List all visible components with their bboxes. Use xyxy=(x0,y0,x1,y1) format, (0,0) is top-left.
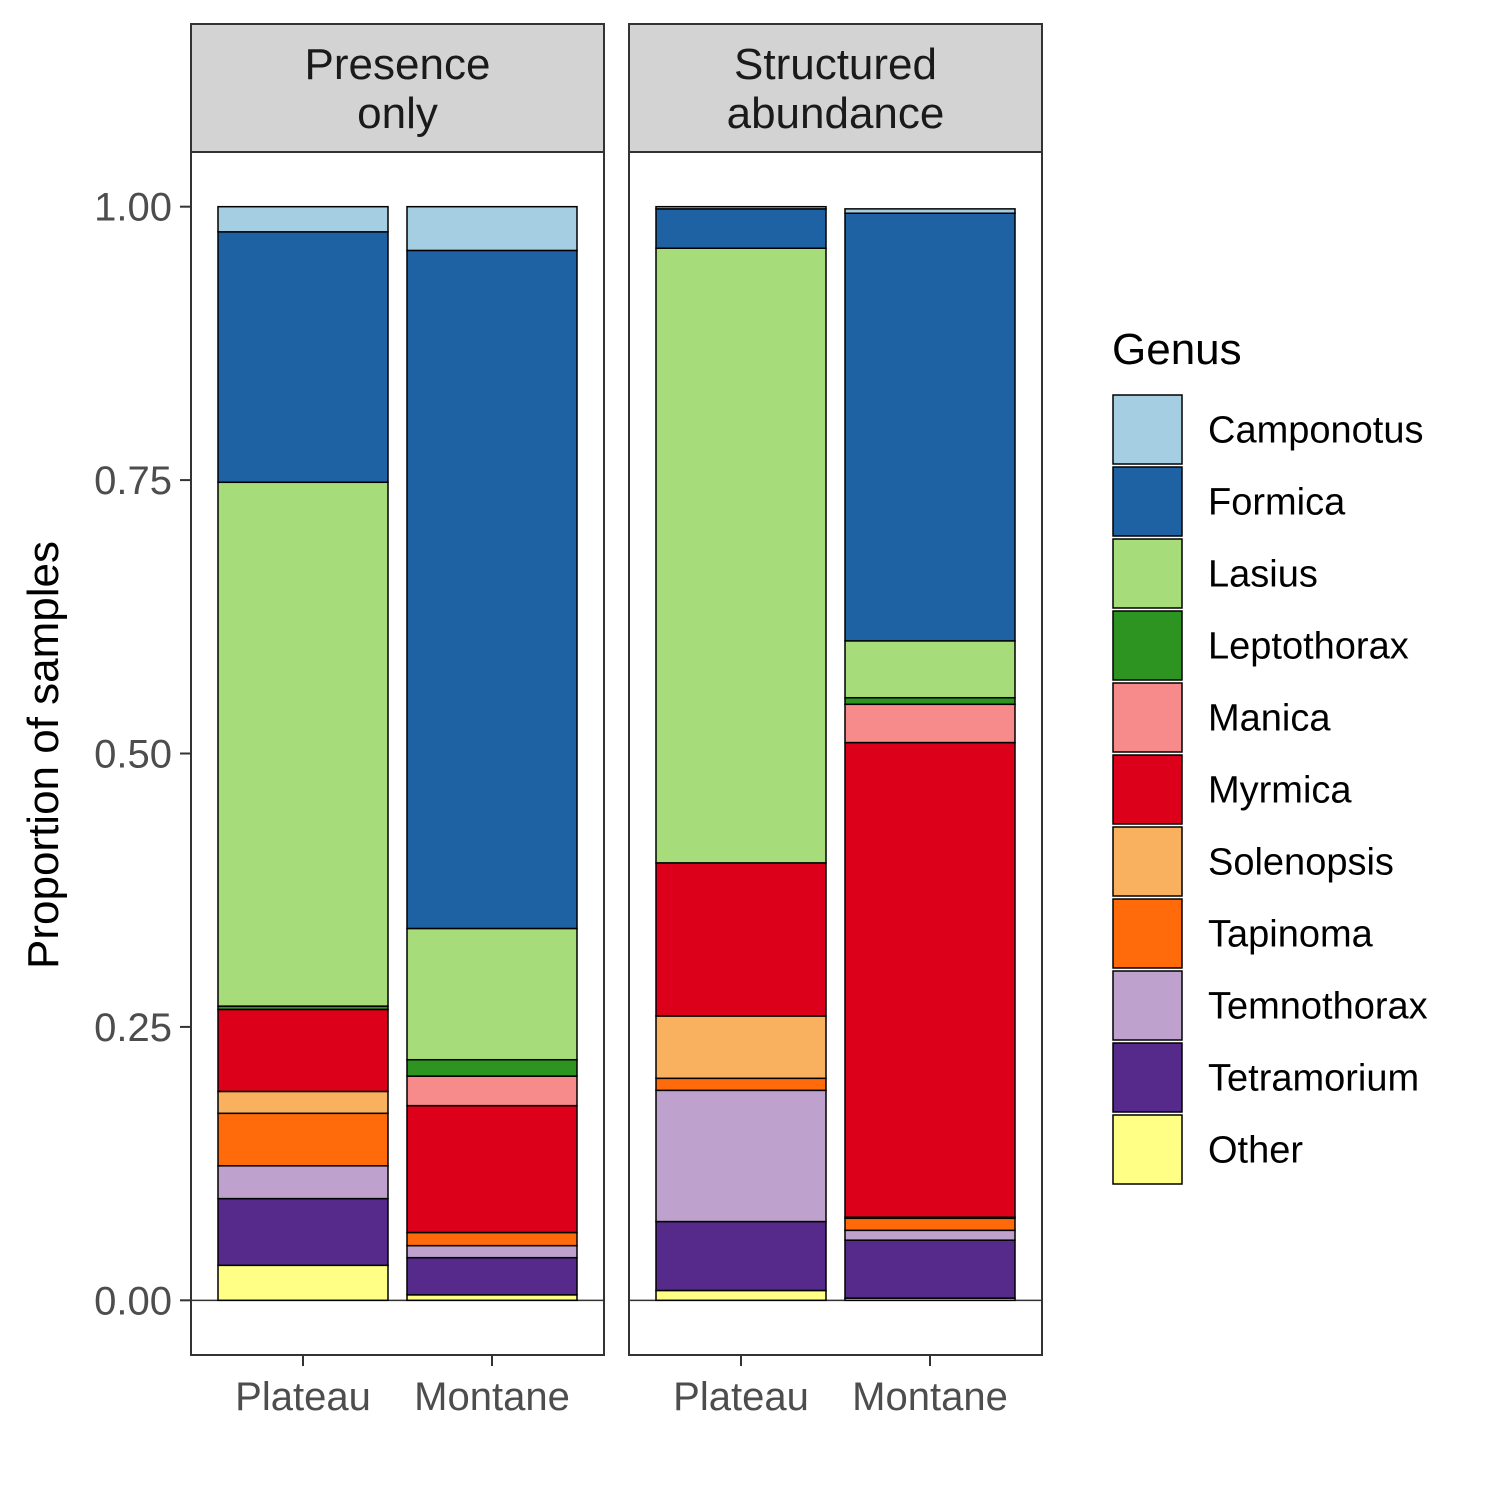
bar-segment-myrmica xyxy=(406,1104,578,1234)
bar-segment-temnothorax xyxy=(217,1165,389,1200)
bar-segment-myrmica xyxy=(217,1008,389,1093)
facet-strip xyxy=(628,23,1043,153)
legend-item: Tapinoma xyxy=(1112,898,1374,969)
legend-label: Other xyxy=(1208,1130,1303,1172)
y-axis-title: Proportion of samples xyxy=(19,541,68,969)
bar-segment-camponotus xyxy=(406,205,578,252)
facet-title-line2: abundance xyxy=(727,89,945,138)
stacked-bar xyxy=(406,205,578,1302)
legend-key xyxy=(1112,826,1183,897)
bar-segment-manica xyxy=(406,1075,578,1107)
bar-segment-leptothorax xyxy=(844,696,1016,706)
bar-segment-manica xyxy=(844,703,1016,744)
bar-segment-camponotus xyxy=(655,205,827,210)
legend-item: Camponotus xyxy=(1112,394,1423,465)
legend-item: Formica xyxy=(1112,466,1346,537)
legend-label: Camponotus xyxy=(1208,410,1423,452)
bar-segment-tetramorium xyxy=(844,1239,1016,1299)
legend-item: Tetramorium xyxy=(1112,1042,1419,1113)
bar-segment-lasius xyxy=(217,481,389,1007)
bar-segment-leptothorax xyxy=(406,1058,578,1077)
bar-segment-lasius xyxy=(655,247,827,864)
stacked-bar xyxy=(655,205,827,1302)
legend-label: Solenopsis xyxy=(1208,842,1394,884)
bar-segment-formica xyxy=(844,212,1016,642)
legend-item: Myrmica xyxy=(1112,754,1352,825)
bar-segment-tetramorium xyxy=(406,1256,578,1296)
legend-label: Formica xyxy=(1208,482,1346,524)
legend-label: Leptothorax xyxy=(1208,626,1409,668)
legend-item: Other xyxy=(1112,1114,1303,1185)
legend-item: Lasius xyxy=(1112,538,1318,609)
y-axis: 0.00 0.25 0.50 0.75 1.00 xyxy=(94,186,191,1323)
bar-segment-temnothorax xyxy=(655,1089,827,1223)
bar-segment-tetramorium xyxy=(655,1220,827,1292)
bar-segment-solenopsis xyxy=(655,1015,827,1080)
bar-segment-formica xyxy=(406,249,578,930)
legend-item: Leptothorax xyxy=(1112,610,1409,681)
facet-title-line2: only xyxy=(357,89,438,138)
facet-strip xyxy=(190,23,605,153)
bar-segment-other xyxy=(406,1294,578,1302)
x-tick-label: Plateau xyxy=(235,1375,371,1419)
legend: Genus Camponotus Formica Lasius Leptothorax… xyxy=(1112,325,1428,1185)
legend-key xyxy=(1112,1114,1183,1185)
legend-key xyxy=(1112,898,1183,969)
bar-segment-formica xyxy=(217,231,389,484)
bar-segment-other xyxy=(217,1264,389,1302)
legend-title: Genus xyxy=(1112,325,1242,374)
legend-key xyxy=(1112,466,1183,537)
legend-label: Tetramorium xyxy=(1208,1058,1419,1100)
legend-item: Solenopsis xyxy=(1112,826,1394,897)
bar-segment-lasius xyxy=(844,640,1016,699)
legend-key xyxy=(1112,610,1183,681)
legend-key xyxy=(1112,754,1183,825)
legend-label: Tapinoma xyxy=(1208,914,1374,956)
legend-key xyxy=(1112,538,1183,609)
bar-segment-tapinoma xyxy=(406,1231,578,1247)
stacked-bar xyxy=(844,208,1016,1302)
x-tick-label: Montane xyxy=(414,1375,570,1419)
panel-border xyxy=(628,151,1043,1356)
bar-segment-other xyxy=(655,1289,827,1302)
legend-label: Manica xyxy=(1208,698,1331,740)
legend-key xyxy=(1112,394,1183,465)
legend-label: Lasius xyxy=(1208,554,1318,596)
bar-segment-temnothorax xyxy=(406,1244,578,1259)
bar-segment-tapinoma xyxy=(217,1112,389,1167)
legend-item: Manica xyxy=(1112,682,1331,753)
x-tick-label: Montane xyxy=(852,1375,1008,1419)
stacked-bar xyxy=(217,205,389,1302)
bar-segment-camponotus xyxy=(844,208,1016,214)
bar-segment-temnothorax xyxy=(844,1229,1016,1241)
facet-title-line1: Presence xyxy=(305,40,491,89)
facet-title-line1: Structured xyxy=(734,40,937,89)
legend-label: Myrmica xyxy=(1208,770,1352,812)
y-tick-label: 0.50 xyxy=(94,733,172,777)
bar-segment-tetramorium xyxy=(217,1197,389,1267)
bar-segment-lasius xyxy=(406,927,578,1061)
bar-segment-solenopsis xyxy=(217,1090,389,1115)
bar-segment-tapinoma xyxy=(844,1217,1016,1232)
bar-segment-camponotus xyxy=(217,205,389,233)
y-tick-label: 0.00 xyxy=(94,1279,172,1323)
legend-key xyxy=(1112,1042,1183,1113)
y-tick-label: 1.00 xyxy=(94,186,172,230)
legend-label: Temnothorax xyxy=(1208,986,1428,1028)
legend-item: Temnothorax xyxy=(1112,970,1428,1041)
x-tick-label: Plateau xyxy=(673,1375,809,1419)
legend-key xyxy=(1112,682,1183,753)
bar-segment-formica xyxy=(655,208,827,249)
legend-key xyxy=(1112,970,1183,1041)
bar-segment-myrmica xyxy=(655,862,827,1017)
y-tick-label: 0.25 xyxy=(94,1006,172,1050)
y-tick-label: 0.75 xyxy=(94,459,172,503)
bar-segment-tapinoma xyxy=(655,1077,827,1092)
bar-segment-myrmica xyxy=(844,741,1016,1218)
